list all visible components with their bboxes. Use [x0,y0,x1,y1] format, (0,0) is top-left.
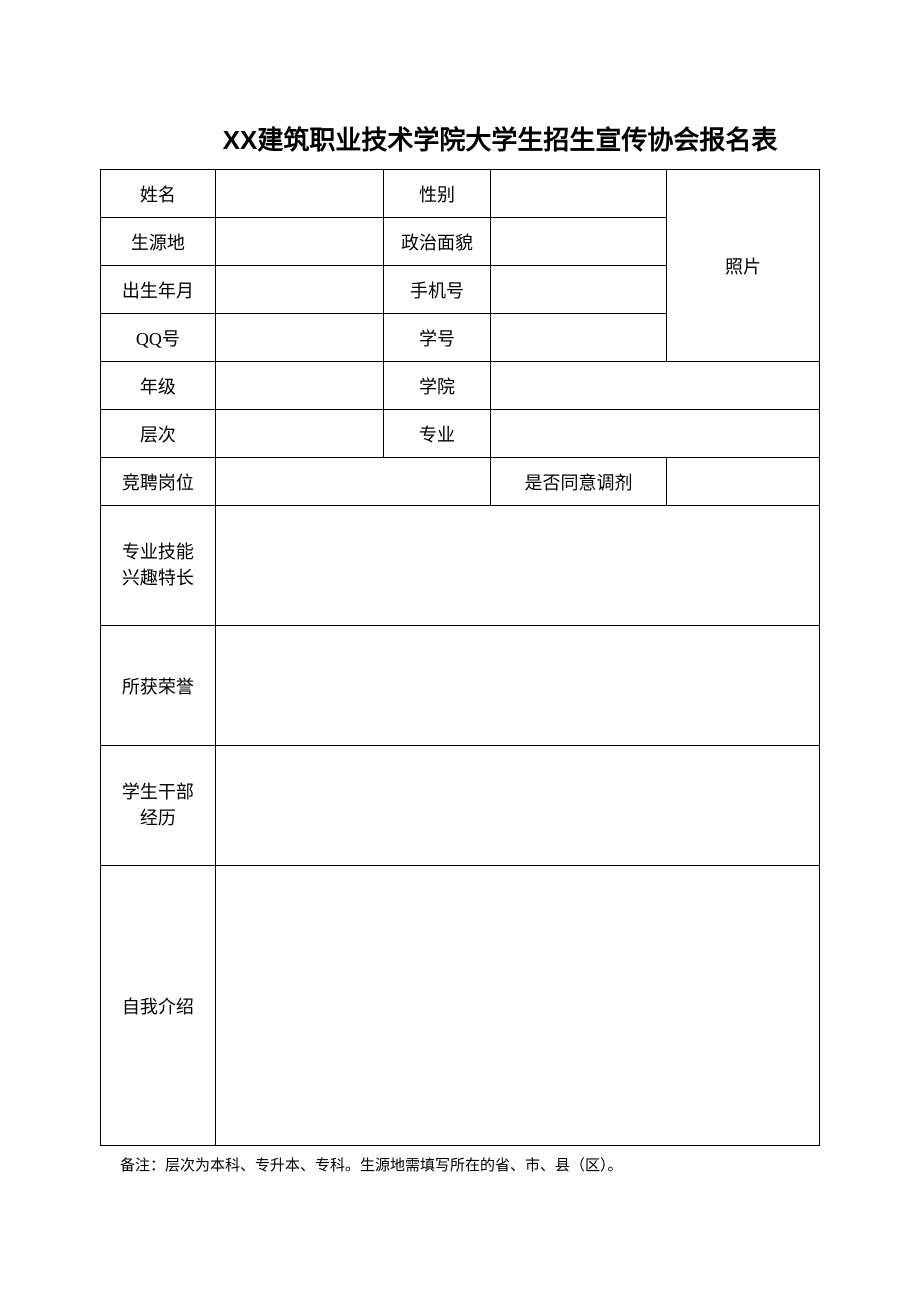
registration-table: 姓名 性别 照片 生源地 政治面貌 出生年月 手机号 QQ号 学号 年级 学院 … [100,169,820,1146]
value-grade[interactable] [215,362,383,410]
label-skills-line2: 兴趣特长 [122,568,194,588]
value-level[interactable] [215,410,383,458]
value-phone[interactable] [491,266,667,314]
value-position[interactable] [215,458,490,506]
value-honors[interactable] [215,626,819,746]
label-cadre: 学生干部 经历 [101,746,216,866]
label-grade: 年级 [101,362,216,410]
label-college: 学院 [383,362,490,410]
label-gender: 性别 [383,170,490,218]
value-adjust[interactable] [666,458,819,506]
value-cadre[interactable] [215,746,819,866]
value-intro[interactable] [215,866,819,1146]
value-skills[interactable] [215,506,819,626]
label-origin: 生源地 [101,218,216,266]
label-position: 竞聘岗位 [101,458,216,506]
label-cadre-line2: 经历 [140,808,176,828]
value-qq[interactable] [215,314,383,362]
value-origin[interactable] [215,218,383,266]
label-cadre-line1: 学生干部 [122,782,194,802]
value-college[interactable] [491,362,820,410]
value-studentid[interactable] [491,314,667,362]
label-adjust: 是否同意调剂 [491,458,667,506]
label-skills-line1: 专业技能 [122,542,194,562]
label-level: 层次 [101,410,216,458]
label-phone: 手机号 [383,266,490,314]
label-intro: 自我介绍 [101,866,216,1146]
label-political: 政治面貌 [383,218,490,266]
value-name[interactable] [215,170,383,218]
value-political[interactable] [491,218,667,266]
label-qq: QQ号 [101,314,216,362]
label-major: 专业 [383,410,490,458]
label-skills: 专业技能 兴趣特长 [101,506,216,626]
label-studentid: 学号 [383,314,490,362]
label-honors: 所获荣誉 [101,626,216,746]
value-birth[interactable] [215,266,383,314]
photo-cell[interactable]: 照片 [666,170,819,362]
footnote: 备注：层次为本科、专升本、专科。生源地需填写所在的省、市、县（区）。 [120,1154,820,1175]
label-birth: 出生年月 [101,266,216,314]
value-major[interactable] [491,410,820,458]
value-gender[interactable] [491,170,667,218]
form-title: XX建筑职业技术学院大学生招生宣传协会报名表 [180,120,820,157]
label-name: 姓名 [101,170,216,218]
